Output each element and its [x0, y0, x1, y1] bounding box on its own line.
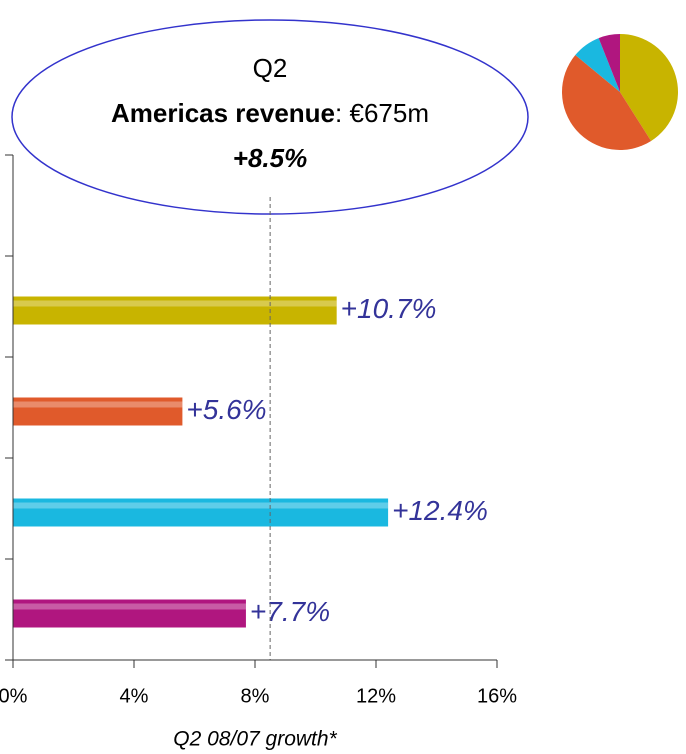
x-axis-title: Q2 08/07 growth*: [173, 728, 337, 751]
pie-slice: [561, 55, 652, 151]
bar-highlight: [13, 603, 246, 610]
x-tick-label: 4%: [120, 685, 149, 707]
annotation-region: Americas revenue: [111, 98, 335, 128]
value-label: +7.7%: [250, 596, 330, 627]
x-tick-label: 16%: [477, 685, 517, 707]
bar: [13, 599, 246, 628]
pie-slice: [598, 34, 620, 92]
annotation-period: Q2: [253, 53, 288, 83]
value-label: +12.4%: [392, 495, 488, 526]
bar-highlight: [13, 300, 337, 307]
annotation-revenue-text: : €675m: [335, 98, 429, 128]
x-tick-label: 0%: [0, 685, 28, 707]
pie-slice: [575, 38, 620, 92]
pie-slice: [620, 34, 678, 141]
bar-highlight: [13, 502, 389, 509]
value-label: +5.6%: [186, 394, 266, 425]
value-label: +10.7%: [341, 293, 437, 324]
x-tick-label: 12%: [356, 685, 396, 707]
bar: [13, 498, 389, 527]
bar: [13, 296, 337, 325]
annotation-revenue: Americas revenue: €675m: [111, 98, 429, 128]
x-tick-label: 8%: [241, 685, 270, 707]
bar-highlight: [13, 401, 183, 408]
bar: [13, 397, 183, 426]
annotation-growth: +8.5%: [233, 143, 307, 173]
